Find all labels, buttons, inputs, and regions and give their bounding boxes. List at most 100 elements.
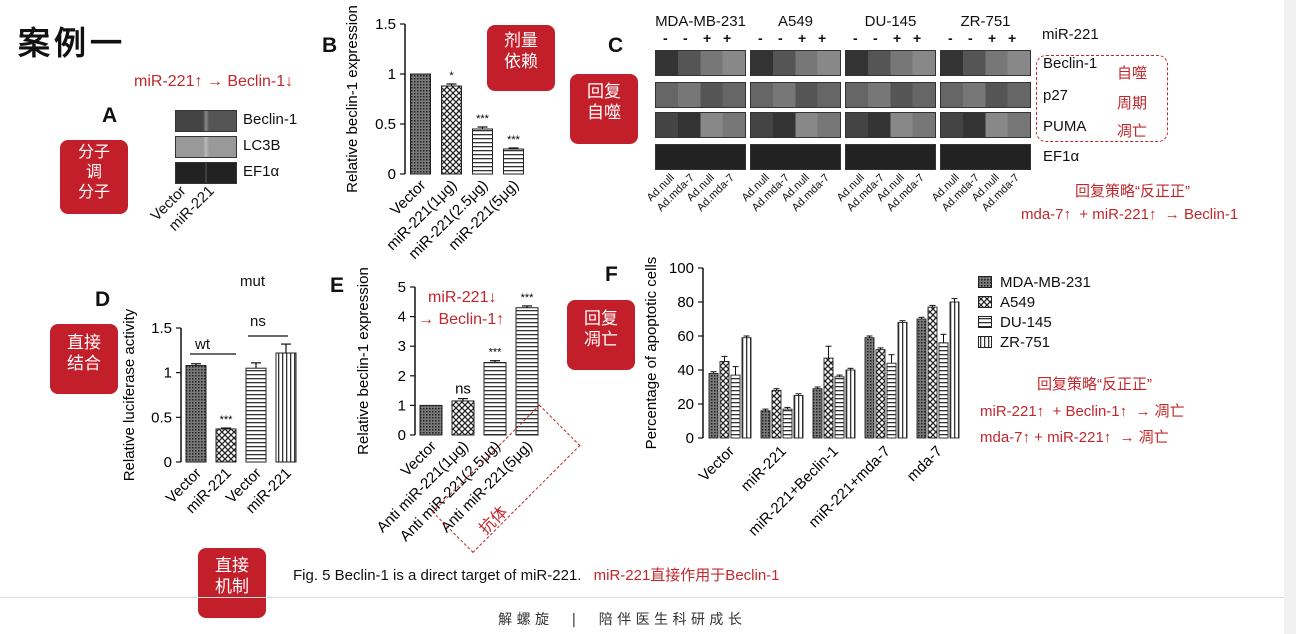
blot-band (750, 50, 841, 76)
blot-band (845, 144, 936, 170)
bar (864, 337, 875, 439)
y-axis-label: Relative beclin-1 expression (355, 267, 372, 455)
legend-swatch (978, 336, 992, 348)
y-tick-label: 3 (398, 338, 406, 355)
blot-band (655, 82, 746, 108)
treatment-sign: + (723, 30, 732, 46)
y-tick-label: 1.5 (151, 320, 172, 337)
scrollbar[interactable] (1284, 0, 1296, 634)
blot-label: Beclin-1 (1043, 55, 1098, 72)
bar (771, 389, 782, 439)
blot-label: PUMA (1043, 118, 1087, 135)
callout-line: 分子 (77, 142, 110, 161)
y-tick-label: 0.5 (375, 116, 396, 133)
row-notes-box (1036, 55, 1168, 142)
annotation-mir-down: miR-221↓ (428, 289, 497, 306)
bar (419, 404, 443, 436)
bar (719, 361, 730, 439)
callout-dose-dependent: 剂量 依赖 (487, 25, 555, 91)
annotation-beclin-up: → Beclin-1↑ (418, 311, 505, 328)
callout-direct-binding: 直接 结合 (50, 324, 118, 394)
y-axis-label: Relative luciferase activity (121, 308, 138, 481)
blot-band (845, 112, 936, 138)
y-tick-label: 0 (164, 454, 172, 471)
bar (812, 388, 823, 439)
strategy-line-c: mda-7↑ + miR-221↑ → Beclin-1 (1021, 206, 1239, 223)
footer-text: 解 螺 旋 | 陪 伴 医 生 科 研 成 长 (0, 609, 1240, 629)
treatment-sign: - (663, 30, 668, 46)
cell-line-label: MDA-MB-231 (655, 13, 746, 30)
panel-d-letter: D (95, 288, 111, 311)
y-tick-label: 80 (677, 294, 694, 311)
panel-e-letter: E (330, 274, 345, 297)
x-tick-label: miR-221+Beclin-1 (745, 443, 842, 540)
legend-label: A549 (1000, 293, 1036, 311)
significance-label: *** (521, 292, 535, 304)
y-tick-label: 0 (686, 430, 694, 447)
callout-line: 分子 (77, 182, 110, 201)
footer-brand: 解 螺 旋 (498, 612, 550, 628)
treatment-sign: + (798, 30, 807, 46)
blot-band (940, 50, 1031, 76)
blot-label: Beclin-1 (243, 111, 298, 128)
significance-label: * (449, 70, 454, 82)
panel-a-headline: miR-221↑ → Beclin-1↓ (134, 73, 294, 90)
callout-line: 回复 (584, 309, 618, 329)
legend-swatch (978, 296, 992, 308)
y-axis-label: Percentage of apoptotic cells (643, 257, 660, 450)
figure-caption: Fig. 5 Beclin-1 is a direct target of mi… (293, 564, 780, 585)
treatment-sign: + (893, 30, 902, 46)
significance-label: *** (507, 134, 521, 146)
bar (823, 357, 834, 439)
legend-label: DU-145 (1000, 313, 1052, 331)
blot-band (940, 144, 1031, 170)
blot-band (845, 82, 936, 108)
y-tick-label: 1 (164, 365, 172, 382)
blot-band (655, 144, 746, 170)
caption-cn: miR-221直接作用于Beclin-1 (593, 567, 780, 584)
bar (215, 428, 237, 463)
cell-line-label: DU-145 (864, 13, 917, 30)
significance-label: *** (489, 347, 503, 359)
callout-line: 机制 (215, 577, 249, 598)
y-tick-label: 0.5 (151, 409, 172, 426)
bar (793, 395, 804, 439)
blot-band (655, 50, 746, 76)
legend-item: DU-145 (978, 312, 1091, 332)
bar (949, 301, 960, 439)
caption-en: Fig. 5 Beclin-1 is a direct target of mi… (293, 567, 582, 584)
bar (275, 352, 297, 463)
legend-item: A549 (978, 292, 1091, 312)
y-tick-label: 100 (669, 260, 694, 277)
treatment-sign: + (913, 30, 922, 46)
blot-band (940, 112, 1031, 138)
bar (503, 148, 524, 175)
treatment-sign: - (778, 30, 783, 46)
bar (845, 369, 856, 439)
panel-b-letter: B (322, 34, 338, 57)
blot-band (655, 112, 746, 138)
blot-band (750, 112, 841, 138)
blot-label: EF1α (243, 163, 280, 180)
footer-divider (0, 597, 1296, 598)
y-tick-label: 1 (398, 397, 406, 414)
significance-label: *** (476, 113, 490, 125)
panel-c-letter: C (608, 34, 624, 57)
y-tick-label: 1.5 (375, 16, 396, 33)
treatment-sign: + (988, 30, 997, 46)
strategy-title-c: 回复策略“反正正” (1075, 183, 1190, 200)
bar (897, 321, 908, 439)
blot-label: p27 (1043, 87, 1069, 104)
legend-swatch (978, 316, 992, 328)
blot-band-ef1a (175, 162, 237, 184)
callout-line: 直接 (215, 556, 249, 576)
y-tick-label: 1 (388, 66, 396, 83)
callout-line: 回复 (587, 82, 621, 102)
treatment-sign: - (683, 30, 688, 46)
strategy-line-f2: mda-7↑ + miR-221↑ → 凋亡 (980, 429, 1169, 446)
y-tick-label: 2 (398, 368, 406, 385)
bar (886, 362, 897, 439)
callout-restore-apoptosis: 回复 凋亡 (567, 300, 635, 370)
blot-band-lc3b (175, 136, 237, 158)
